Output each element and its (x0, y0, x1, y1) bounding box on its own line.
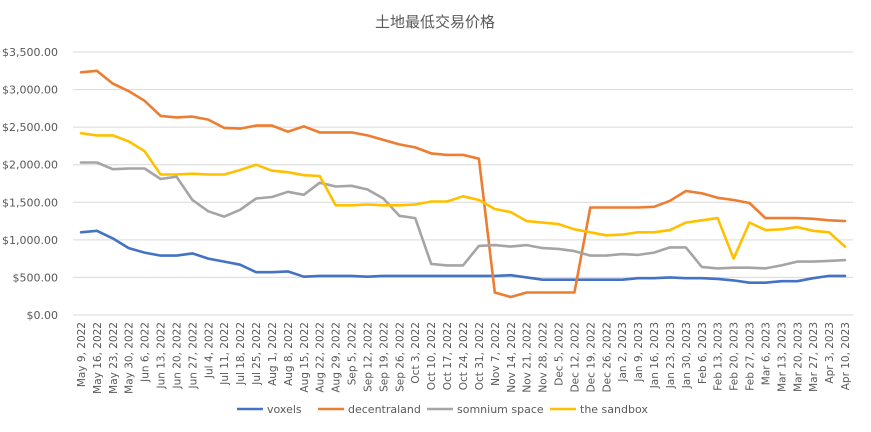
chart-title: 土地最低交易价格 (375, 13, 495, 31)
y-tick-label: $2,500.00 (2, 121, 58, 134)
grid-lines (73, 51, 853, 316)
x-tick-label: Oct 17, 2022 (442, 322, 454, 390)
legend-label: decentraland (348, 403, 421, 416)
x-tick-label: Mar 6, 2023 (760, 322, 772, 385)
x-tick-label: Jan 16, 2023 (649, 322, 661, 389)
x-tick-label: Jul 4, 2022 (203, 322, 215, 379)
y-tick-label: $1,500.00 (2, 196, 58, 209)
x-tick-label: May 30, 2022 (124, 322, 136, 394)
legend: voxels decentraland somnium space the sandb… (237, 403, 648, 416)
x-tick-label: Mar 27, 2023 (808, 322, 820, 392)
x-tick-label: Feb 13, 2023 (713, 322, 725, 391)
x-tick-label: Jan 9, 2023 (633, 322, 645, 383)
x-tick-label: Nov 14, 2022 (506, 322, 518, 393)
x-tick-label: Aug 15, 2022 (299, 322, 311, 393)
y-tick-label: $0.00 (27, 309, 59, 322)
x-tick-label: Aug 22, 2022 (315, 322, 327, 393)
legend-item: decentraland (318, 403, 421, 416)
x-tick-label: Apr 3, 2023 (824, 322, 836, 384)
legend-item: voxels (237, 403, 302, 416)
x-tick-label: Jun 6, 2022 (140, 322, 152, 383)
x-tick-label: May 9, 2022 (76, 322, 88, 387)
series-line-the-sandbox (79, 131, 847, 260)
x-tick-label: Feb 27, 2023 (745, 322, 757, 391)
legend-item: the sandbox (550, 403, 648, 416)
series-line-somnium-space (79, 161, 847, 270)
x-tick-label: Jan 23, 2023 (665, 322, 677, 389)
x-tick-label: Dec 12, 2022 (569, 322, 581, 392)
x-tick-label: Aug 1, 2022 (267, 322, 279, 386)
series-lines (79, 69, 847, 299)
y-tick-label: $3,500.00 (2, 46, 58, 59)
legend-label: the sandbox (580, 403, 648, 416)
y-tick-label: $3,000.00 (2, 84, 58, 97)
x-tick-label: Feb 6, 2023 (697, 322, 709, 384)
x-tick-label: Sep 12, 2022 (362, 322, 374, 392)
x-tick-label: Dec 26, 2022 (601, 322, 613, 392)
legend-item: somnium space (427, 403, 544, 416)
x-tick-label: Oct 10, 2022 (426, 322, 438, 390)
y-axis-tick-labels: $0.00 $500.00 $1,000.00 $1,500.00 $2,000.00 $… (2, 46, 58, 322)
x-tick-label: Oct 31, 2022 (474, 322, 486, 390)
x-tick-label: Jun 13, 2022 (156, 322, 168, 390)
x-tick-label: Jun 27, 2022 (187, 322, 199, 390)
x-tick-label: Aug 8, 2022 (283, 322, 295, 386)
x-tick-label: Mar 13, 2023 (776, 322, 788, 392)
x-tick-label: Apr 10, 2023 (840, 322, 852, 390)
x-tick-label: Feb 20, 2023 (729, 322, 741, 391)
y-tick-label: $1,000.00 (2, 234, 58, 247)
x-tick-label: Sep 5, 2022 (347, 322, 359, 385)
x-tick-label: Jul 18, 2022 (235, 322, 247, 386)
y-tick-label: $500.00 (13, 271, 59, 284)
series-line-voxels (79, 229, 847, 285)
x-tick-label: Sep 19, 2022 (378, 322, 390, 392)
x-tick-label: Aug 29, 2022 (331, 322, 343, 393)
x-tick-label: Dec 5, 2022 (554, 322, 566, 386)
x-tick-label: Jan 2, 2023 (617, 322, 629, 383)
x-tick-label: Jul 11, 2022 (219, 322, 231, 386)
x-tick-label: Nov 21, 2022 (522, 322, 534, 393)
legend-label: somnium space (457, 403, 544, 416)
x-tick-label: Mar 20, 2023 (792, 322, 804, 392)
x-axis-tick-labels: May 9, 2022 May 16, 2022 May 23, 2022 May 3… (76, 322, 852, 394)
x-tick-label: Sep 26, 2022 (394, 322, 406, 392)
legend-label: voxels (267, 403, 302, 416)
series-line-decentraland (79, 69, 847, 299)
x-tick-label: Nov 28, 2022 (538, 322, 550, 393)
x-tick-label: Oct 24, 2022 (458, 322, 470, 390)
y-tick-label: $2,000.00 (2, 159, 58, 172)
x-tick-label: Oct 3, 2022 (410, 322, 422, 384)
x-tick-label: Jun 20, 2022 (171, 322, 183, 390)
x-tick-label: May 23, 2022 (108, 322, 120, 394)
x-tick-label: Jan 30, 2023 (681, 322, 693, 389)
x-tick-label: May 16, 2022 (92, 322, 104, 394)
x-tick-label: Nov 7, 2022 (490, 322, 502, 386)
x-tick-label: Dec 19, 2022 (585, 322, 597, 392)
x-tick-label: Jul 25, 2022 (251, 322, 263, 386)
